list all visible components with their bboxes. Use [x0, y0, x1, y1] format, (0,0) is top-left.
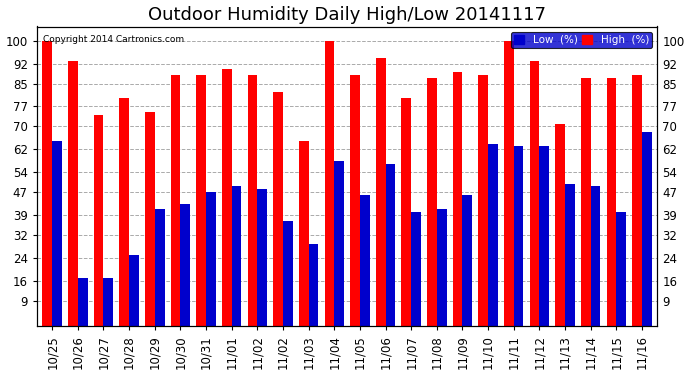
Bar [478, 75, 488, 326]
Bar [222, 69, 232, 326]
Bar [283, 221, 293, 326]
Bar [145, 112, 155, 326]
Title: Outdoor Humidity Daily High/Low 20141117: Outdoor Humidity Daily High/Low 20141117 [148, 6, 546, 24]
Bar [206, 192, 216, 326]
Bar [607, 78, 616, 326]
Bar [308, 244, 318, 326]
Bar [530, 61, 540, 326]
Bar [462, 195, 472, 326]
Bar [453, 72, 462, 326]
Bar [334, 161, 344, 326]
Bar [68, 61, 78, 326]
Bar [299, 141, 308, 326]
Bar [197, 75, 206, 326]
Bar [402, 98, 411, 326]
Bar [273, 92, 283, 326]
Bar [488, 144, 498, 326]
Bar [43, 41, 52, 326]
Bar [324, 41, 334, 326]
Bar [540, 147, 549, 326]
Bar [232, 186, 241, 326]
Bar [555, 124, 565, 326]
Bar [581, 78, 591, 326]
Bar [642, 132, 651, 326]
Bar [437, 209, 446, 326]
Bar [360, 195, 370, 326]
Bar [52, 141, 62, 326]
Bar [180, 204, 190, 326]
Bar [386, 164, 395, 326]
Bar [104, 278, 113, 326]
Bar [129, 255, 139, 326]
Bar [119, 98, 129, 326]
Bar [78, 278, 88, 326]
Bar [170, 75, 180, 326]
Bar [565, 184, 575, 326]
Bar [376, 58, 386, 326]
Bar [350, 75, 360, 326]
Text: Copyright 2014 Cartronics.com: Copyright 2014 Cartronics.com [43, 36, 184, 45]
Bar [155, 209, 164, 326]
Bar [427, 78, 437, 326]
Bar [504, 41, 514, 326]
Bar [94, 115, 104, 326]
Bar [514, 147, 524, 326]
Bar [616, 212, 626, 326]
Bar [248, 75, 257, 326]
Bar [591, 186, 600, 326]
Bar [411, 212, 421, 326]
Legend: Low  (%), High  (%): Low (%), High (%) [511, 32, 652, 48]
Bar [257, 189, 267, 326]
Bar [632, 75, 642, 326]
